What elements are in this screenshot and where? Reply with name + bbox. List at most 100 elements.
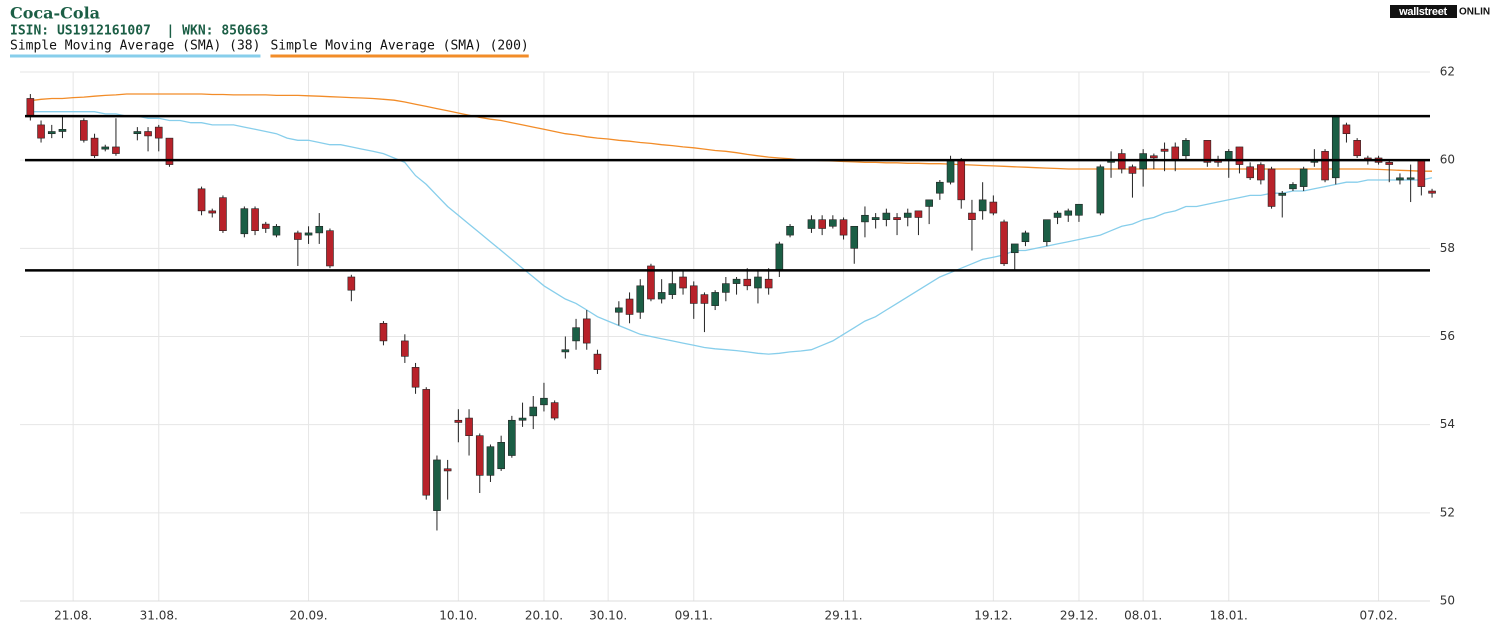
y-tick-label: 50 [1440, 594, 1455, 608]
candle-body [1224, 151, 1233, 161]
candle-body [946, 159, 955, 183]
candle-body [475, 435, 484, 476]
candle-body [700, 294, 709, 304]
legend-label: Simple Moving Average (SMA) (200) [270, 39, 528, 54]
candle-body [903, 212, 912, 218]
candle-body [807, 219, 816, 229]
candle-body [850, 225, 859, 249]
x-tick-label: 18.01. [1210, 609, 1248, 622]
candle-body [58, 129, 67, 132]
candle-body [133, 131, 142, 135]
candle-body [561, 349, 570, 353]
candle-body [989, 201, 998, 214]
candle-body [1278, 192, 1287, 196]
candle-body [1417, 159, 1426, 187]
sma-line [30, 111, 1433, 355]
candle-body [1000, 221, 1008, 265]
candle-body [978, 199, 987, 212]
candle-body [529, 406, 538, 417]
candle-body [1289, 184, 1297, 190]
candle-body [1171, 146, 1180, 161]
candle-body [1021, 232, 1030, 243]
candle-body [411, 367, 420, 388]
candle-body [1235, 146, 1244, 165]
x-tick-label: 08.01. [1124, 609, 1162, 622]
candle-body [743, 278, 752, 287]
candle-body [154, 126, 163, 139]
candle-body [786, 225, 794, 236]
y-tick-label: 56 [1440, 329, 1455, 343]
candle-body [219, 197, 227, 231]
y-tick-label: 62 [1440, 65, 1455, 79]
candle-body [829, 219, 837, 227]
candle-body [1150, 155, 1158, 159]
candle-body [914, 210, 923, 218]
candle-body [1406, 177, 1415, 180]
candle-body [540, 397, 548, 406]
sma-line [30, 93, 1432, 172]
candle-body [261, 223, 270, 229]
candle-body [1246, 166, 1254, 179]
x-tick-label: 29.12. [1060, 609, 1098, 622]
candle-body [433, 459, 441, 511]
candle-body [711, 292, 719, 306]
candle-body [593, 353, 602, 370]
candle-body [1353, 140, 1361, 157]
candle-body [144, 131, 152, 137]
candle-body [1203, 140, 1212, 163]
candle-body [968, 212, 976, 220]
y-tick-label: 52 [1440, 505, 1455, 519]
x-tick-label: 30.10. [589, 609, 627, 622]
candle-body [668, 283, 677, 295]
candle-body [657, 292, 666, 300]
candle-body [497, 441, 505, 470]
candle-body [518, 417, 527, 421]
logo-box-text: wallstreet [1398, 6, 1447, 18]
candle-body [465, 417, 473, 436]
candle-body [1267, 168, 1276, 207]
x-tick-label: 07.02. [1359, 609, 1397, 622]
x-tick-label: 20.09. [289, 609, 327, 622]
candle-body [454, 419, 463, 423]
candle-body [197, 188, 206, 212]
candle-body [1182, 140, 1190, 157]
candle-body [957, 159, 966, 201]
candle-body [379, 322, 388, 342]
candle-body [1053, 212, 1062, 218]
candle-body [326, 230, 334, 267]
candle-body [1128, 166, 1137, 174]
candle-body [486, 446, 495, 476]
candle-body [818, 219, 826, 229]
candle-body [1396, 177, 1404, 181]
candle-body [550, 402, 559, 419]
candle-body [37, 124, 45, 139]
candle-body [582, 318, 591, 344]
x-tick-label: 20.10. [525, 609, 563, 622]
candle-body [1096, 166, 1105, 214]
candle-body [208, 210, 217, 214]
candle-body [1331, 115, 1340, 179]
candle-body [1010, 243, 1019, 254]
x-tick-label: 21.08. [54, 609, 92, 622]
candle-body [1428, 190, 1436, 194]
candle-body [732, 278, 741, 284]
candle-body [775, 243, 784, 271]
candle-body [80, 120, 88, 141]
candle-body [443, 468, 452, 472]
candle-body [636, 285, 645, 313]
chart-subtitle: ISIN: US1912161007 | WKN: 850663 [10, 24, 268, 39]
candle-body [508, 419, 516, 456]
candle-body [251, 208, 259, 232]
candle-body [112, 146, 120, 154]
candle-body [882, 212, 891, 220]
candle-body [401, 340, 409, 357]
x-tick-label: 29.11. [824, 609, 862, 622]
candle-body [925, 199, 933, 207]
candle-body [689, 285, 698, 304]
candle-body [647, 265, 655, 300]
candle-body [625, 298, 634, 315]
logo-text: ONLINE [1459, 7, 1490, 18]
candle-body [615, 307, 623, 313]
candle-body [1064, 210, 1073, 216]
chart-title: Coca-Cola [10, 4, 100, 23]
